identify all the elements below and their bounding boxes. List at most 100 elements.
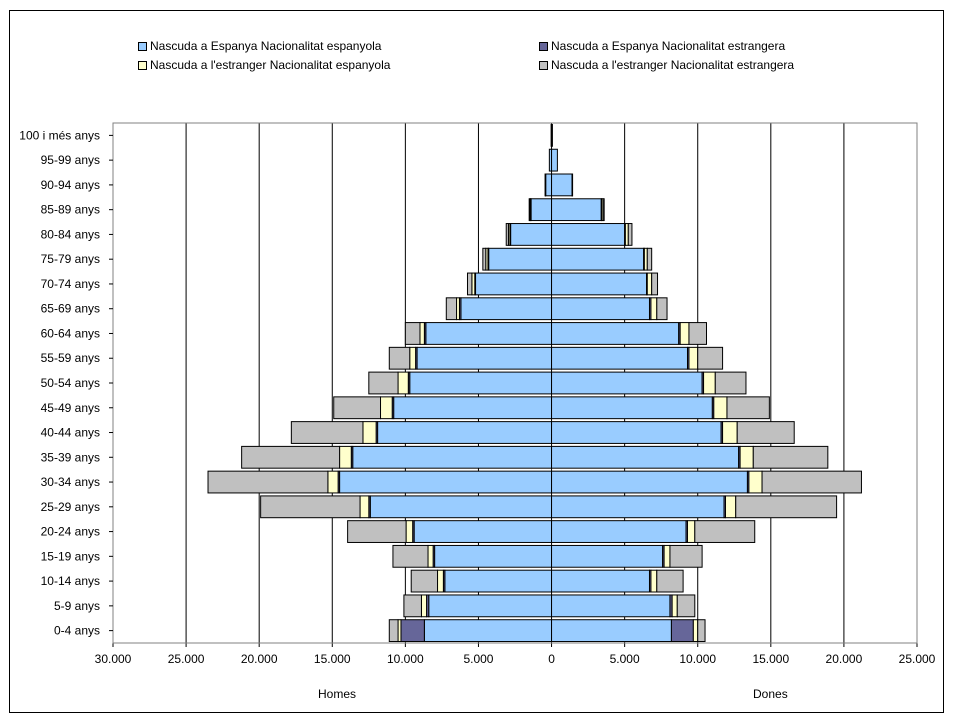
bar-homes-ffffcc (362, 421, 377, 444)
bar-homes-99ccff (545, 173, 553, 197)
bar-dones-ffffcc (748, 470, 763, 494)
axis-title-dones: Dones (753, 687, 788, 701)
bar-homes-c0c0c0 (482, 247, 487, 271)
bar-dones-c0c0c0 (688, 322, 707, 345)
bar-dones-c0c0c0 (627, 223, 633, 246)
bar-dones-ffffcc (688, 346, 699, 370)
y-tick-label: 65-69 anys (41, 302, 100, 316)
y-tick-label: 15-19 anys (41, 549, 100, 563)
y-tick-label: 80-84 anys (41, 227, 100, 241)
bar-dones-99ccff (551, 520, 687, 543)
bar-dones-99ccff (551, 198, 602, 222)
bar-homes-c0c0c0 (528, 198, 531, 222)
x-tick-label: 20.000 (826, 652, 863, 666)
bar-dones-c0c0c0 (669, 544, 703, 568)
bar-dones-99ccff (551, 594, 671, 618)
bar-homes-c0c0c0 (347, 520, 407, 543)
bar-homes-c0c0c0 (410, 569, 439, 593)
bar-dones-c0c0c0 (752, 445, 829, 469)
y-tick-label: 10-14 anys (41, 574, 100, 588)
bar-dones-99ccff (551, 322, 680, 345)
bar-dones-ffffcc (646, 272, 653, 296)
bar-dones-ffffcc (692, 619, 699, 643)
x-tick-label: 25.000 (899, 652, 936, 666)
bar-dones-ffffcc (686, 520, 696, 543)
bar-homes-ffffcc (359, 495, 370, 519)
legend-item-espanya-espanyola: Nascuda a Espanya Nacionalitat espanyola (138, 39, 381, 53)
bar-dones-c0c0c0 (735, 495, 838, 519)
legend-label: Nascuda a Espanya Nacionalitat estranger… (551, 39, 786, 53)
x-tick-label: 15.000 (314, 652, 351, 666)
bar-homes-99ccff (425, 322, 553, 345)
bar-dones-c0c0c0 (602, 198, 605, 222)
legend-label: Nascuda a l'estranger Nacionalitat espan… (150, 58, 391, 72)
bar-homes-c0c0c0 (368, 371, 399, 395)
bar-homes-ffffcc (409, 346, 417, 370)
y-tick-label: 100 i més anys (19, 128, 100, 142)
bar-homes-c0c0c0 (241, 445, 341, 469)
bar-dones-ffffcc (739, 445, 754, 469)
bar-homes-c0c0c0 (445, 297, 458, 321)
bar-dones-99ccff (551, 619, 672, 643)
bar-dones-c0c0c0 (761, 470, 862, 494)
bar-dones-ffffcc (703, 371, 716, 395)
x-tick-label: 15.000 (752, 652, 789, 666)
bar-dones-c0c0c0 (694, 520, 756, 543)
bar-dones-99ccff (551, 297, 650, 321)
axis-title-homes: Homes (318, 687, 357, 701)
bar-dones-c0c0c0 (697, 346, 724, 370)
x-tick-label: 5.000 (610, 652, 640, 666)
bar-dones-99ccff (551, 569, 650, 593)
bar-dones-c0c0c0 (714, 371, 747, 395)
y-tick-label: 75-79 anys (41, 252, 100, 266)
y-tick-label: 50-54 anys (41, 376, 100, 390)
bar-homes-c0c0c0 (388, 346, 411, 370)
bar-dones-c0c0c0 (697, 619, 706, 643)
bar-homes-ffffcc (405, 520, 414, 543)
bar-dones-ffffcc (650, 569, 658, 593)
bar-dones-99ccff (551, 544, 664, 568)
y-tick-label: 25-29 anys (41, 500, 100, 514)
y-tick-label: 55-59 anys (41, 351, 100, 365)
bar-homes-c0c0c0 (388, 619, 399, 643)
bar-homes-ffffcc (437, 569, 444, 593)
bar-homes-99ccff (510, 223, 553, 246)
bar-homes-ffffcc (339, 445, 352, 469)
y-tick-label: 30-34 anys (41, 475, 100, 489)
bar-dones-99ccff (551, 247, 645, 271)
bar-homes-99ccff (530, 198, 553, 222)
bar-homes-c0c0c0 (207, 470, 329, 494)
legend-swatch (138, 60, 147, 70)
bar-homes-c0c0c0 (505, 223, 509, 246)
legend-swatch (138, 41, 147, 51)
bar-dones-ffffcc (650, 297, 658, 321)
bar-homes-99ccff (352, 445, 553, 469)
bar-dones-ffffcc (671, 594, 678, 618)
bar-dones-c0c0c0 (656, 297, 668, 321)
legend-item-espanya-estrangera: Nascuda a Espanya Nacionalitat estranger… (539, 39, 785, 53)
bar-homes-99ccff (423, 619, 553, 643)
bar-homes-99ccff (377, 421, 553, 444)
bar-dones-99ccff (551, 346, 688, 370)
bar-dones-c0c0c0 (646, 247, 653, 271)
bar-dones-99ccff (551, 173, 573, 197)
x-tick-label: 10.000 (387, 652, 424, 666)
y-tick-label: 45-49 anys (41, 401, 100, 415)
bar-homes-ffffcc (397, 371, 409, 395)
bar-homes-c0c0c0 (392, 544, 429, 568)
y-tick-label: 85-89 anys (41, 203, 100, 217)
legend-label: Nascuda a l'estranger Nacionalitat estra… (551, 58, 795, 72)
bar-homes-c0c0c0 (333, 396, 382, 420)
x-tick-label: 5.000 (463, 652, 493, 666)
bar-homes-99ccff (488, 247, 553, 271)
bar-dones-99ccff (551, 223, 626, 246)
x-tick-label: 25.000 (168, 652, 205, 666)
bar-dones-99ccff (551, 470, 748, 494)
bar-dones-99ccff (551, 123, 553, 147)
legend-swatch (539, 41, 548, 51)
bar-homes-c0c0c0 (466, 272, 473, 296)
x-tick-label: 20.000 (241, 652, 278, 666)
bar-dones-c0c0c0 (651, 272, 659, 296)
bar-dones-c0c0c0 (736, 421, 795, 444)
y-tick-label: 60-64 anys (41, 326, 100, 340)
